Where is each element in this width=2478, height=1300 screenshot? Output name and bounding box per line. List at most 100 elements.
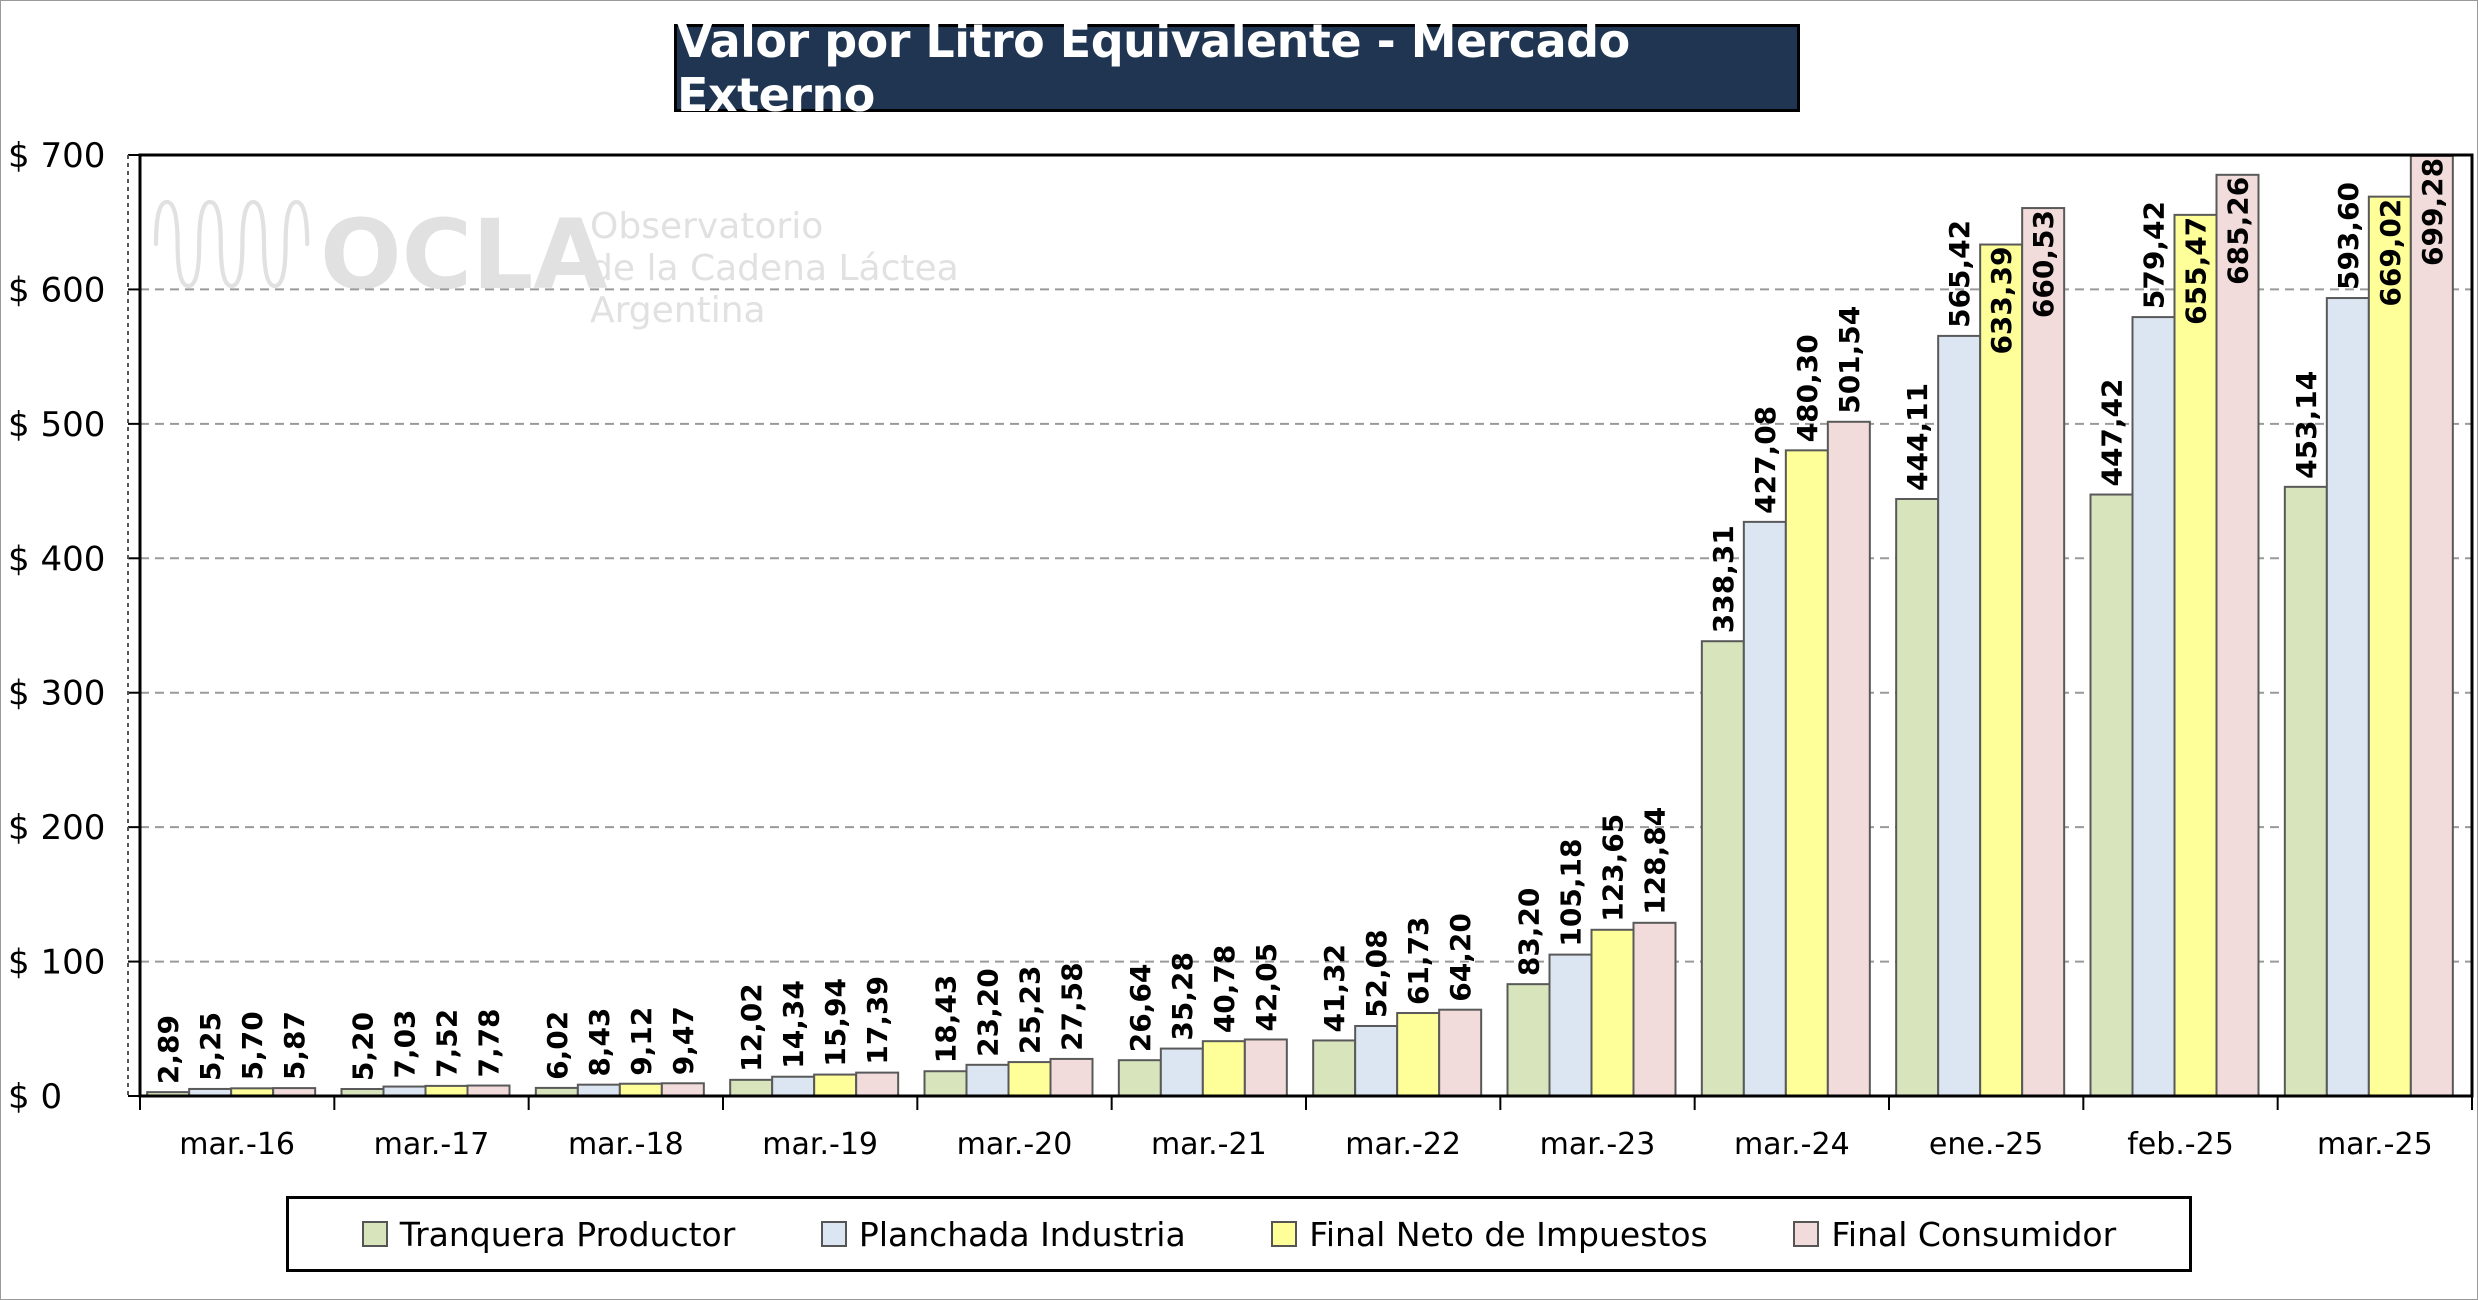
legend-label: Final Neto de Impuestos	[1309, 1214, 1708, 1254]
data-label: 27,58	[1056, 962, 1089, 1051]
data-label: 7,78	[473, 1008, 506, 1077]
bar	[618, 1082, 663, 1097]
bar	[1742, 520, 1787, 1097]
data-label: 669,02	[2374, 199, 2407, 307]
x-tick-label: mar.-25	[2317, 1127, 2433, 1162]
data-label: 25,23	[1014, 966, 1047, 1055]
x-tick-label: mar.-16	[179, 1127, 295, 1162]
grid-layer	[140, 288, 2472, 963]
y-tick-label: $ 400	[8, 539, 105, 579]
data-label: 17,39	[861, 976, 894, 1065]
bar	[923, 1070, 968, 1098]
bar	[2089, 493, 2134, 1097]
data-label: 14,34	[777, 980, 810, 1069]
data-label: 660,53	[2027, 210, 2060, 318]
bar	[1049, 1057, 1094, 1097]
data-label: 579,42	[2138, 201, 2171, 309]
chart-title: Valor por Litro Equivalente - Mercado Ex…	[677, 14, 1630, 122]
data-label: 338,31	[1707, 525, 1740, 633]
x-tick-label: mar.-22	[1345, 1127, 1461, 1162]
chart-title-box: Valor por Litro Equivalente - Mercado Ex…	[674, 14, 1800, 122]
x-tick-label: mar.-23	[1540, 1127, 1656, 1162]
bar	[2021, 207, 2066, 1097]
x-tick-label: mar.-21	[1151, 1127, 1267, 1162]
bar	[771, 1075, 816, 1097]
data-label: 12,02	[735, 983, 768, 1072]
data-label: 42,05	[1250, 943, 1283, 1032]
y-tick-label: $ 700	[8, 136, 105, 176]
data-label: 655,47	[2180, 217, 2213, 325]
data-label: 5,20	[347, 1012, 380, 1081]
x-tick-label: mar.-20	[957, 1127, 1073, 1162]
bar	[1159, 1047, 1204, 1098]
data-label: 52,08	[1360, 929, 1393, 1018]
legend-item: Tranquera Productor	[361, 1215, 735, 1254]
bar	[2215, 173, 2260, 1098]
bar	[729, 1078, 774, 1097]
bar	[965, 1063, 1010, 1098]
y-tick-label: $ 200	[8, 808, 105, 848]
data-label: 23,20	[972, 968, 1005, 1057]
ocla-line1: Observatorio	[590, 206, 823, 247]
data-label: 9,12	[625, 1007, 658, 1076]
value-labels-layer: 2,89 5,25 5,70 5,87 5,20 7,03 7,52 7,78 6,02 8,43…	[152, 158, 2449, 1084]
ocla-line2: de la Cadena Láctea	[590, 248, 959, 289]
legend-swatch	[1793, 1221, 1820, 1247]
x-tick-label: mar.-24	[1734, 1127, 1850, 1162]
bar	[1312, 1039, 1357, 1097]
data-label: 453,14	[2290, 371, 2323, 479]
data-label: 427,08	[1749, 406, 1782, 514]
x-tick-label: ene.-25	[1929, 1127, 2043, 1162]
bar	[466, 1084, 511, 1098]
data-label: 593,60	[2332, 182, 2365, 290]
axes-layer: $ 0 $ 100 $ 200 $ 300 $ 400 $ 500 $ 600 $ 700 ma…	[8, 136, 2474, 1162]
data-label: 35,28	[1166, 952, 1199, 1041]
data-label: 5,87	[278, 1011, 311, 1080]
data-label: 123,65	[1597, 814, 1630, 922]
bar	[1937, 334, 1982, 1097]
data-label: 7,03	[389, 1009, 422, 1078]
bar	[1632, 921, 1677, 1098]
legend-item: Final Neto de Impuestos	[1271, 1214, 1708, 1254]
data-label: 565,42	[1943, 220, 1976, 328]
legend-swatch	[1271, 1221, 1298, 1247]
data-label: 128,84	[1639, 807, 1672, 915]
bar	[1895, 497, 1940, 1097]
data-label: 480,30	[1791, 334, 1824, 442]
ocla-logo-mark: OCLA Observatorio de la Cadena Láctea Ar…	[153, 199, 959, 331]
bar	[1548, 953, 1593, 1097]
data-label: 685,26	[2222, 177, 2255, 285]
data-label: 5,25	[194, 1012, 227, 1081]
legend-swatch	[361, 1221, 388, 1247]
data-label: 2,89	[152, 1015, 185, 1084]
data-label: 83,20	[1513, 888, 1546, 977]
data-label: 9,47	[667, 1006, 700, 1075]
bar	[1396, 1012, 1441, 1098]
legend-item: Final Consumidor	[1793, 1215, 2116, 1254]
bar	[2131, 316, 2176, 1097]
bar	[1243, 1038, 1288, 1097]
x-tick-label: feb.-25	[2127, 1127, 2234, 1162]
data-label: 7,52	[431, 1009, 464, 1078]
y-tick-label: $ 0	[8, 1077, 62, 1117]
bar	[2367, 195, 2412, 1097]
data-label: 633,39	[1985, 246, 2018, 354]
bar	[1590, 928, 1635, 1097]
bar	[1826, 420, 1871, 1098]
x-tick-label: mar.-18	[568, 1127, 684, 1162]
data-label: 444,11	[1901, 383, 1934, 491]
y-tick-label: $ 100	[8, 943, 105, 983]
data-label: 41,32	[1318, 944, 1351, 1033]
data-label: 15,94	[819, 978, 852, 1067]
data-label: 26,64	[1124, 964, 1157, 1053]
legend-label: Final Consumidor	[1831, 1214, 2117, 1254]
data-label: 447,42	[2096, 378, 2129, 486]
data-label: 501,54	[1833, 306, 1866, 414]
ocla-logo-text: OCLA	[320, 199, 608, 311]
bar	[1438, 1008, 1483, 1097]
bar	[660, 1082, 705, 1098]
data-label: 61,73	[1402, 916, 1435, 1005]
bar	[2283, 485, 2328, 1098]
data-label: 6,02	[541, 1011, 574, 1080]
